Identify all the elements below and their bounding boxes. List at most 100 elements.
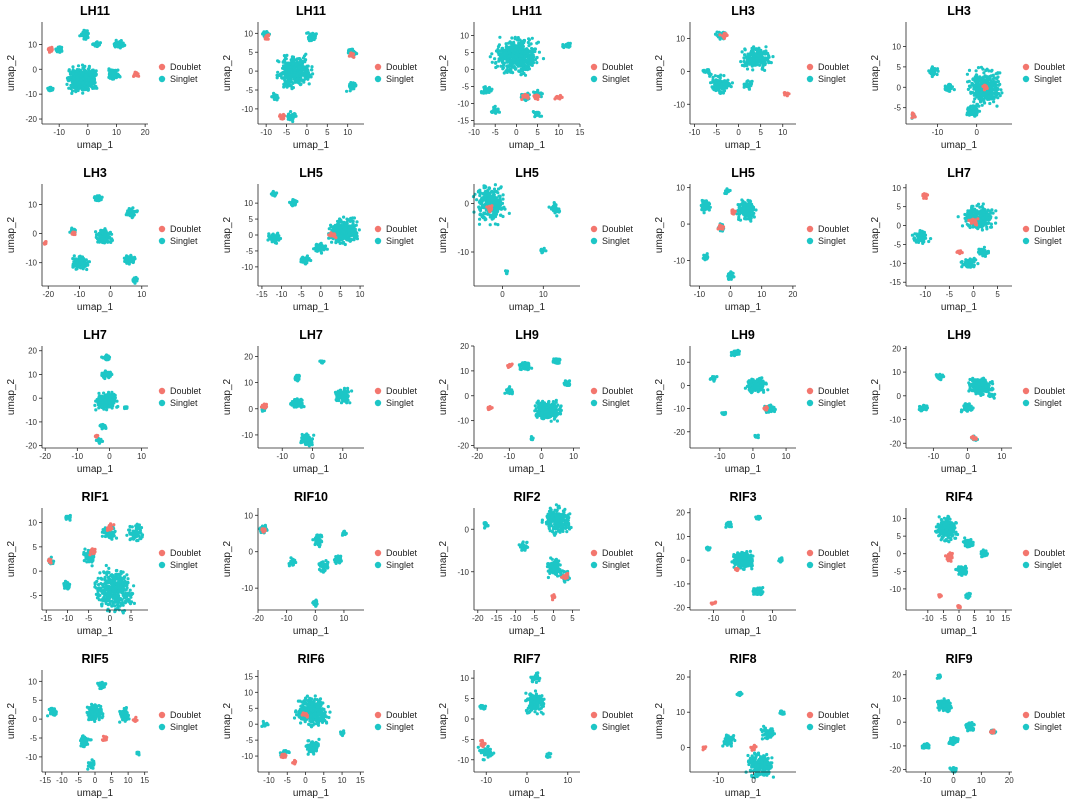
point xyxy=(295,62,299,66)
point xyxy=(701,256,705,260)
point xyxy=(990,82,994,86)
point xyxy=(535,61,539,65)
point xyxy=(107,236,111,240)
y-tick-label: 5 xyxy=(249,215,254,224)
point xyxy=(990,68,994,72)
point xyxy=(112,77,116,81)
point xyxy=(291,86,295,90)
point xyxy=(116,40,120,45)
point xyxy=(77,85,81,89)
x-tick-label: -10 xyxy=(689,128,701,137)
point xyxy=(736,203,740,207)
series-singlet xyxy=(46,28,127,95)
point xyxy=(748,203,752,207)
point xyxy=(75,69,79,73)
x-tick-label: 10 xyxy=(137,290,146,299)
point xyxy=(995,83,999,87)
point xyxy=(337,228,341,233)
point xyxy=(541,250,545,254)
point xyxy=(728,188,732,193)
point xyxy=(285,68,289,72)
point xyxy=(106,233,110,238)
point xyxy=(764,45,768,49)
point xyxy=(486,188,490,192)
y-tick-label: 10 xyxy=(28,40,37,49)
point xyxy=(761,56,766,60)
point xyxy=(494,189,498,194)
point xyxy=(990,95,994,99)
point xyxy=(128,258,132,262)
point xyxy=(713,74,717,78)
point xyxy=(488,223,492,227)
x-axis-label: umap_1 xyxy=(293,140,330,151)
point xyxy=(745,67,750,71)
point xyxy=(86,260,90,264)
series-doublet xyxy=(327,231,338,240)
point xyxy=(520,72,524,76)
point xyxy=(536,40,540,44)
point xyxy=(729,276,733,280)
point xyxy=(507,41,511,45)
point xyxy=(478,191,482,195)
point xyxy=(746,59,750,63)
point xyxy=(510,49,514,53)
point xyxy=(502,61,506,65)
point xyxy=(276,236,280,241)
x-tick-label: 0 xyxy=(974,128,979,137)
x-tick-label: -10 xyxy=(74,290,86,299)
umap-panel-9: LH5 -10 0 10 20 -10 0 10 umap_1 umap_2 Doublet Sing… xyxy=(648,162,864,324)
point xyxy=(535,55,539,60)
point xyxy=(94,72,98,76)
y-tick-label: -10 xyxy=(673,100,685,109)
point xyxy=(750,46,754,50)
point xyxy=(281,66,285,70)
point xyxy=(948,83,953,87)
legend-singlet-marker xyxy=(374,237,382,245)
point xyxy=(71,265,75,269)
legend-singlet-label: Singlet xyxy=(602,236,630,246)
point xyxy=(992,80,996,84)
point xyxy=(478,193,482,198)
point xyxy=(307,82,311,86)
point xyxy=(754,53,758,57)
point xyxy=(722,85,726,89)
point xyxy=(108,76,112,80)
y-tick-label: 0 xyxy=(249,231,254,240)
y-tick-label: 0 xyxy=(681,67,686,76)
point xyxy=(482,186,486,190)
point xyxy=(971,77,975,81)
point xyxy=(285,53,289,58)
point xyxy=(301,59,305,64)
point xyxy=(499,213,503,217)
point xyxy=(58,46,62,51)
point xyxy=(498,35,502,39)
point xyxy=(717,81,721,85)
umap-panel-1: LH11 -10 0 10 20 -20 -10 0 10 umap_1 umap_2 Doublet… xyxy=(0,0,216,162)
point xyxy=(79,70,83,74)
point xyxy=(508,46,512,51)
point xyxy=(103,238,107,242)
point xyxy=(295,73,299,78)
point xyxy=(505,70,509,74)
point xyxy=(280,71,284,75)
point xyxy=(711,79,716,83)
point xyxy=(498,194,502,198)
point xyxy=(761,66,765,70)
x-tick-label: -5 xyxy=(713,128,721,137)
point xyxy=(523,55,527,59)
point xyxy=(267,232,271,236)
point xyxy=(281,60,285,64)
point xyxy=(530,63,534,67)
point xyxy=(282,54,286,58)
point xyxy=(718,76,722,80)
point xyxy=(502,71,506,75)
point xyxy=(283,83,288,87)
point xyxy=(301,65,305,69)
point xyxy=(97,231,101,236)
point xyxy=(517,44,521,48)
point xyxy=(488,209,492,214)
